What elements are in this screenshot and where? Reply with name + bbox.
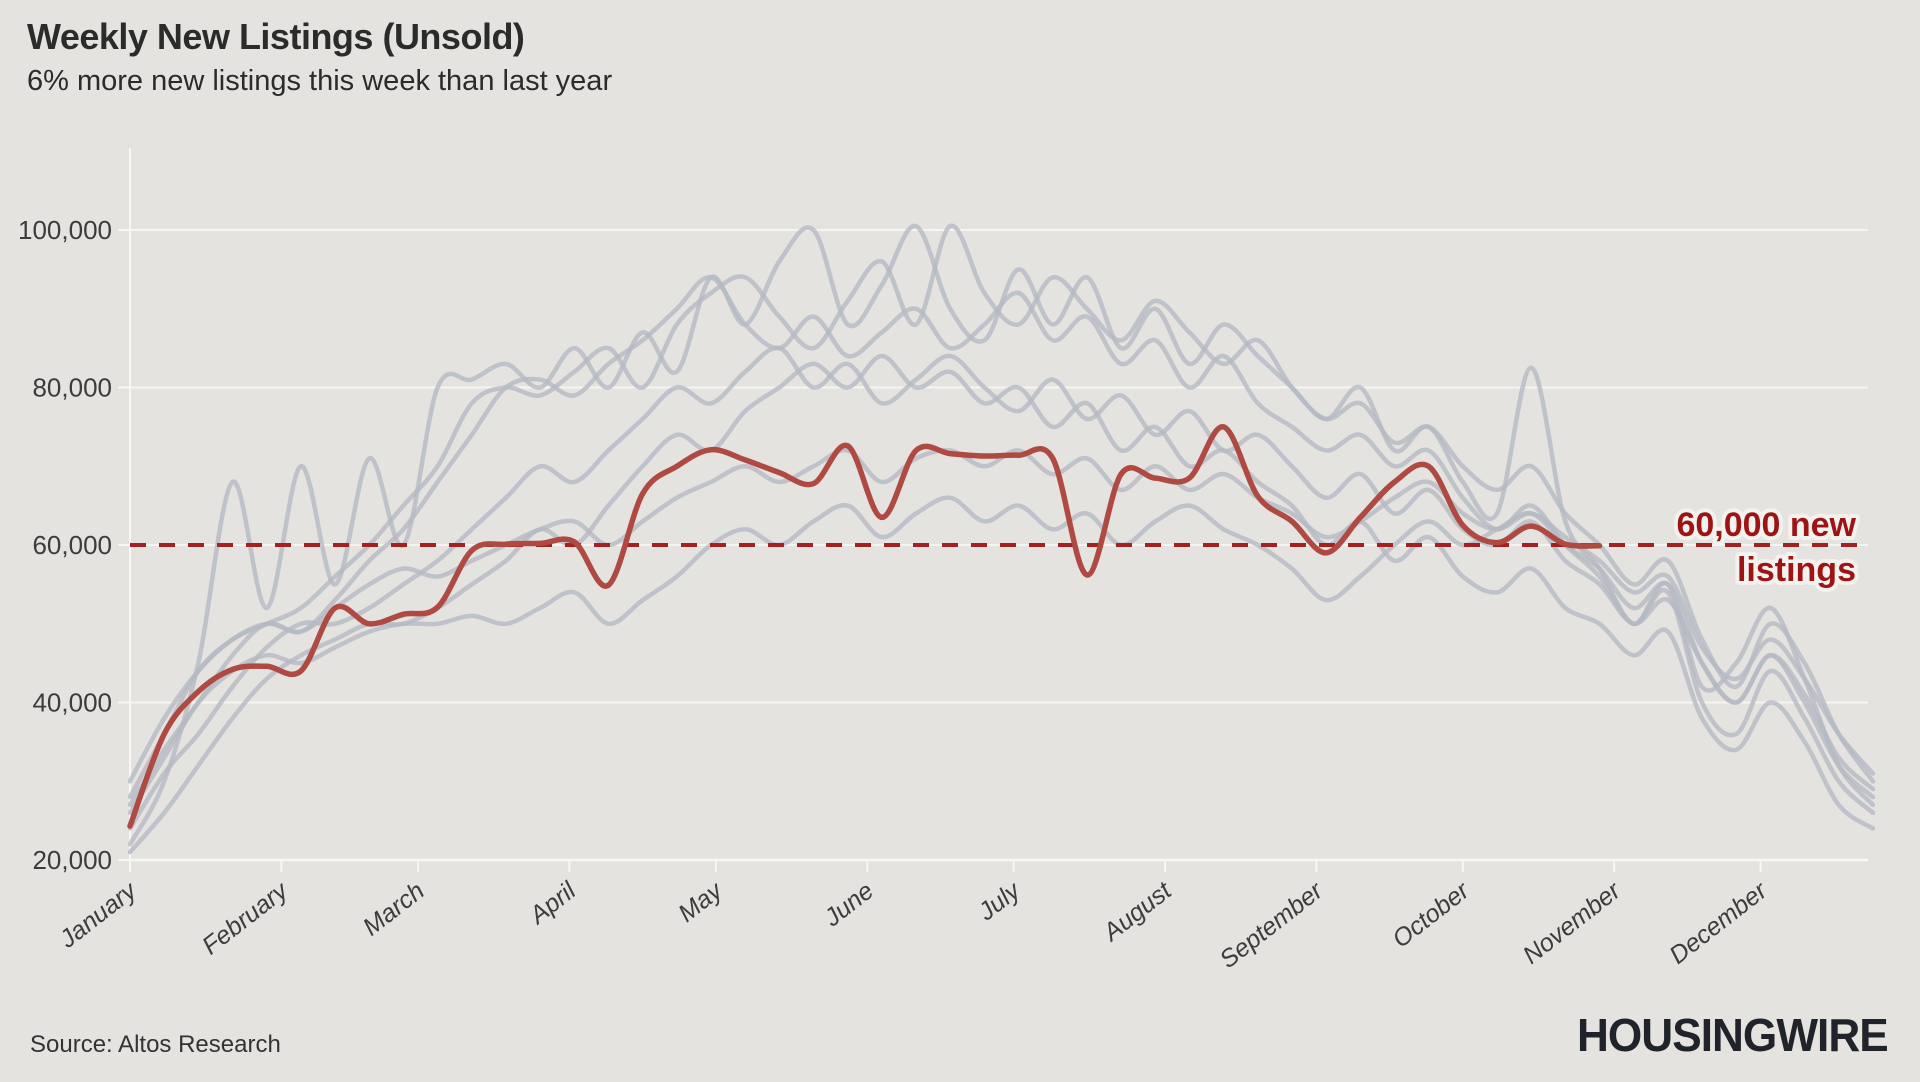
x-axis-label-may: May xyxy=(673,876,729,928)
annotation-line2: listings xyxy=(1737,551,1856,589)
series-line-prior-year-1 xyxy=(127,223,1876,847)
x-axis-label-march: March xyxy=(358,877,430,942)
x-axis-label-april: April xyxy=(523,876,582,931)
y-axis-label-20000: 20,000 xyxy=(32,845,112,875)
x-axis-label-november: November xyxy=(1518,876,1627,970)
x-axis-label-january: January xyxy=(54,876,143,954)
annotation-line1: 60,000 new xyxy=(1676,506,1856,544)
series-line-prior-year-2 xyxy=(127,223,1876,784)
chart-header: Weekly New Listings (Unsold) 6% more new… xyxy=(27,16,612,98)
prior-year-lines xyxy=(127,223,1876,855)
chart-title: Weekly New Listings (Unsold) xyxy=(27,16,525,57)
chart-subtitle: 6% more new listings this week than last… xyxy=(27,65,613,98)
x-axis-label-july: July xyxy=(972,876,1026,927)
housingwire-logo: HOUSINGWIRE xyxy=(1577,1009,1889,1061)
x-axis-label-august: August xyxy=(1097,876,1178,948)
series-line-prior-year-5 xyxy=(127,353,1876,855)
x-axis-label-june: June xyxy=(818,877,879,933)
current-year-line-layer xyxy=(127,424,1603,829)
x-axis-label-december: December xyxy=(1664,876,1773,970)
series-line-prior-year-6 xyxy=(127,495,1876,816)
x-axis-label-february: February xyxy=(197,876,294,961)
series-line-prior-year-3 xyxy=(127,275,1876,816)
y-axis-label-80000: 80,000 xyxy=(32,373,112,403)
gridlines xyxy=(118,148,1868,872)
y-axis-label-60000: 60,000 xyxy=(32,530,112,560)
y-axis-label-100000: 100,000 xyxy=(18,215,112,245)
y-axis-label-40000: 40,000 xyxy=(32,688,112,718)
x-axis-label-september: September xyxy=(1214,876,1329,974)
x-axis-label-october: October xyxy=(1387,876,1476,954)
source-credit: Source: Altos Research xyxy=(30,1031,281,1058)
series-line-current-year xyxy=(127,424,1603,829)
reference-annotation: 60,000 new listings xyxy=(1672,502,1860,593)
